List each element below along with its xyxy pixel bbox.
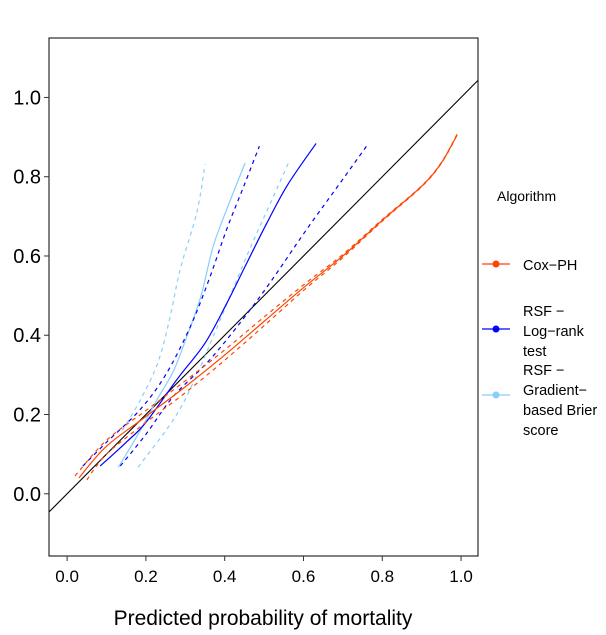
series-1-line bbox=[99, 143, 317, 467]
y-tick-label: 0.8 bbox=[13, 167, 41, 189]
x-tick-label: 1.0 bbox=[449, 567, 473, 586]
legend-label: Log−rank bbox=[523, 324, 585, 340]
legend-label: Gradient− bbox=[523, 383, 587, 399]
legend-key-point bbox=[492, 325, 500, 333]
x-tick-label: 0.8 bbox=[370, 567, 394, 586]
y-tick-label: 0.2 bbox=[13, 405, 41, 427]
y-tick-label: 1.0 bbox=[13, 87, 41, 109]
legend-key-point bbox=[492, 391, 500, 399]
series-1-ci-upper bbox=[82, 145, 260, 467]
legend-title: Algorithm bbox=[497, 188, 556, 204]
series-0-ci-upper bbox=[74, 134, 458, 477]
series-layer bbox=[49, 80, 478, 513]
y-tick-label: 0.6 bbox=[13, 246, 41, 268]
series-2-ci-lower bbox=[137, 162, 290, 468]
x-tick-label: 0.2 bbox=[134, 567, 158, 586]
x-axis-label: Predicted probability of mortality bbox=[114, 607, 413, 630]
legend-key-point bbox=[492, 260, 500, 268]
plot-panel bbox=[48, 37, 479, 557]
series-2-ci-upper bbox=[121, 164, 206, 431]
x-tick-label: 0.0 bbox=[55, 567, 79, 586]
legend-label: based Brier bbox=[523, 403, 597, 419]
reference-line bbox=[49, 80, 478, 513]
legend-label: RSF − bbox=[523, 304, 565, 320]
legend-label: score bbox=[523, 423, 558, 439]
x-tick-label: 0.4 bbox=[213, 567, 237, 586]
y-tick-label: 0.4 bbox=[13, 325, 41, 347]
legend-label: RSF − bbox=[523, 363, 565, 379]
legend-label: Cox−PH bbox=[523, 258, 577, 274]
y-tick-label: 0.0 bbox=[13, 484, 41, 506]
legend-label: test bbox=[523, 344, 546, 360]
x-tick-label: 0.6 bbox=[292, 567, 316, 586]
series-0-line bbox=[78, 134, 458, 479]
